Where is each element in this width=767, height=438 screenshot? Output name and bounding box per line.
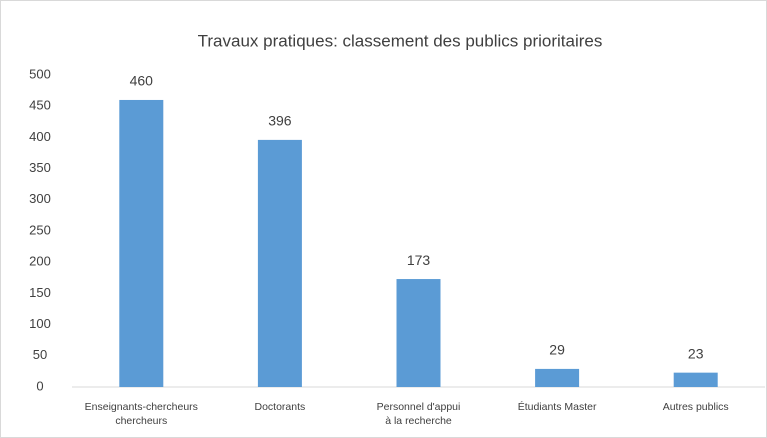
data-label: 396	[268, 113, 292, 129]
x-tick-label: Autres publics	[662, 401, 729, 413]
bar	[673, 372, 718, 387]
chart-title: Travaux pratiques: classement des public…	[198, 31, 603, 50]
bar	[396, 279, 441, 387]
x-tick-label: Enseignants-chercheurs chercheurs	[84, 401, 198, 427]
y-tick-label: 200	[29, 254, 51, 269]
y-tick-label: 100	[29, 316, 51, 331]
y-tick-label: 450	[29, 98, 51, 113]
bar	[257, 139, 302, 387]
y-tick-label: 500	[29, 66, 51, 81]
y-tick-label: 150	[29, 285, 51, 300]
y-tick-label: 250	[29, 222, 51, 237]
x-tick-label: Personnel d'appui à la recherche	[376, 401, 461, 427]
y-tick-label: 50	[33, 347, 47, 362]
bar	[535, 368, 580, 387]
y-tick-label: 350	[29, 160, 51, 175]
data-label: 29	[549, 342, 565, 358]
data-label: 460	[130, 73, 154, 89]
x-tick-label: Étudiants Master	[517, 401, 597, 413]
data-label: 23	[688, 345, 704, 361]
x-tick-label: Doctorants	[254, 401, 306, 413]
y-tick-label: 300	[29, 191, 51, 206]
data-label: 173	[407, 252, 431, 268]
bar	[119, 99, 164, 388]
y-tick-label: 400	[29, 129, 51, 144]
y-tick-label: 0	[36, 378, 43, 393]
